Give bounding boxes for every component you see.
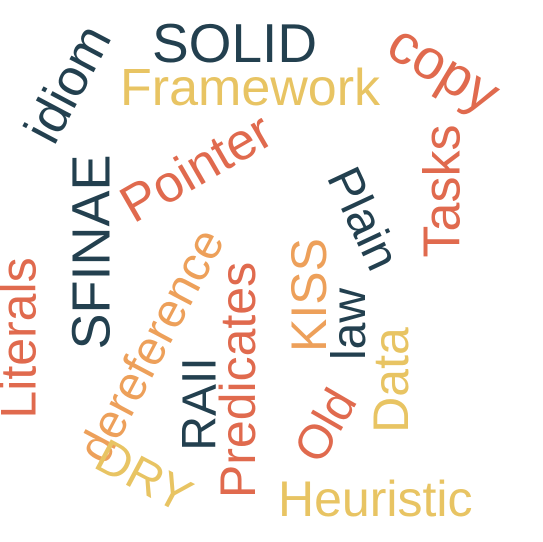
word-raii: RAII bbox=[173, 357, 227, 451]
word-idiom: idiom bbox=[13, 15, 123, 153]
word-pointer: Pointer bbox=[110, 101, 283, 235]
word-copy: copy bbox=[377, 10, 512, 126]
word-data: Data bbox=[362, 327, 419, 433]
word-solid: SOLID bbox=[152, 12, 318, 74]
word-literals: Literals bbox=[0, 257, 47, 419]
word-tasks: Tasks bbox=[413, 124, 472, 258]
word-framework: Framework bbox=[120, 59, 381, 117]
word-heuristic: Heuristic bbox=[278, 471, 473, 527]
word-old: Old bbox=[284, 380, 368, 472]
